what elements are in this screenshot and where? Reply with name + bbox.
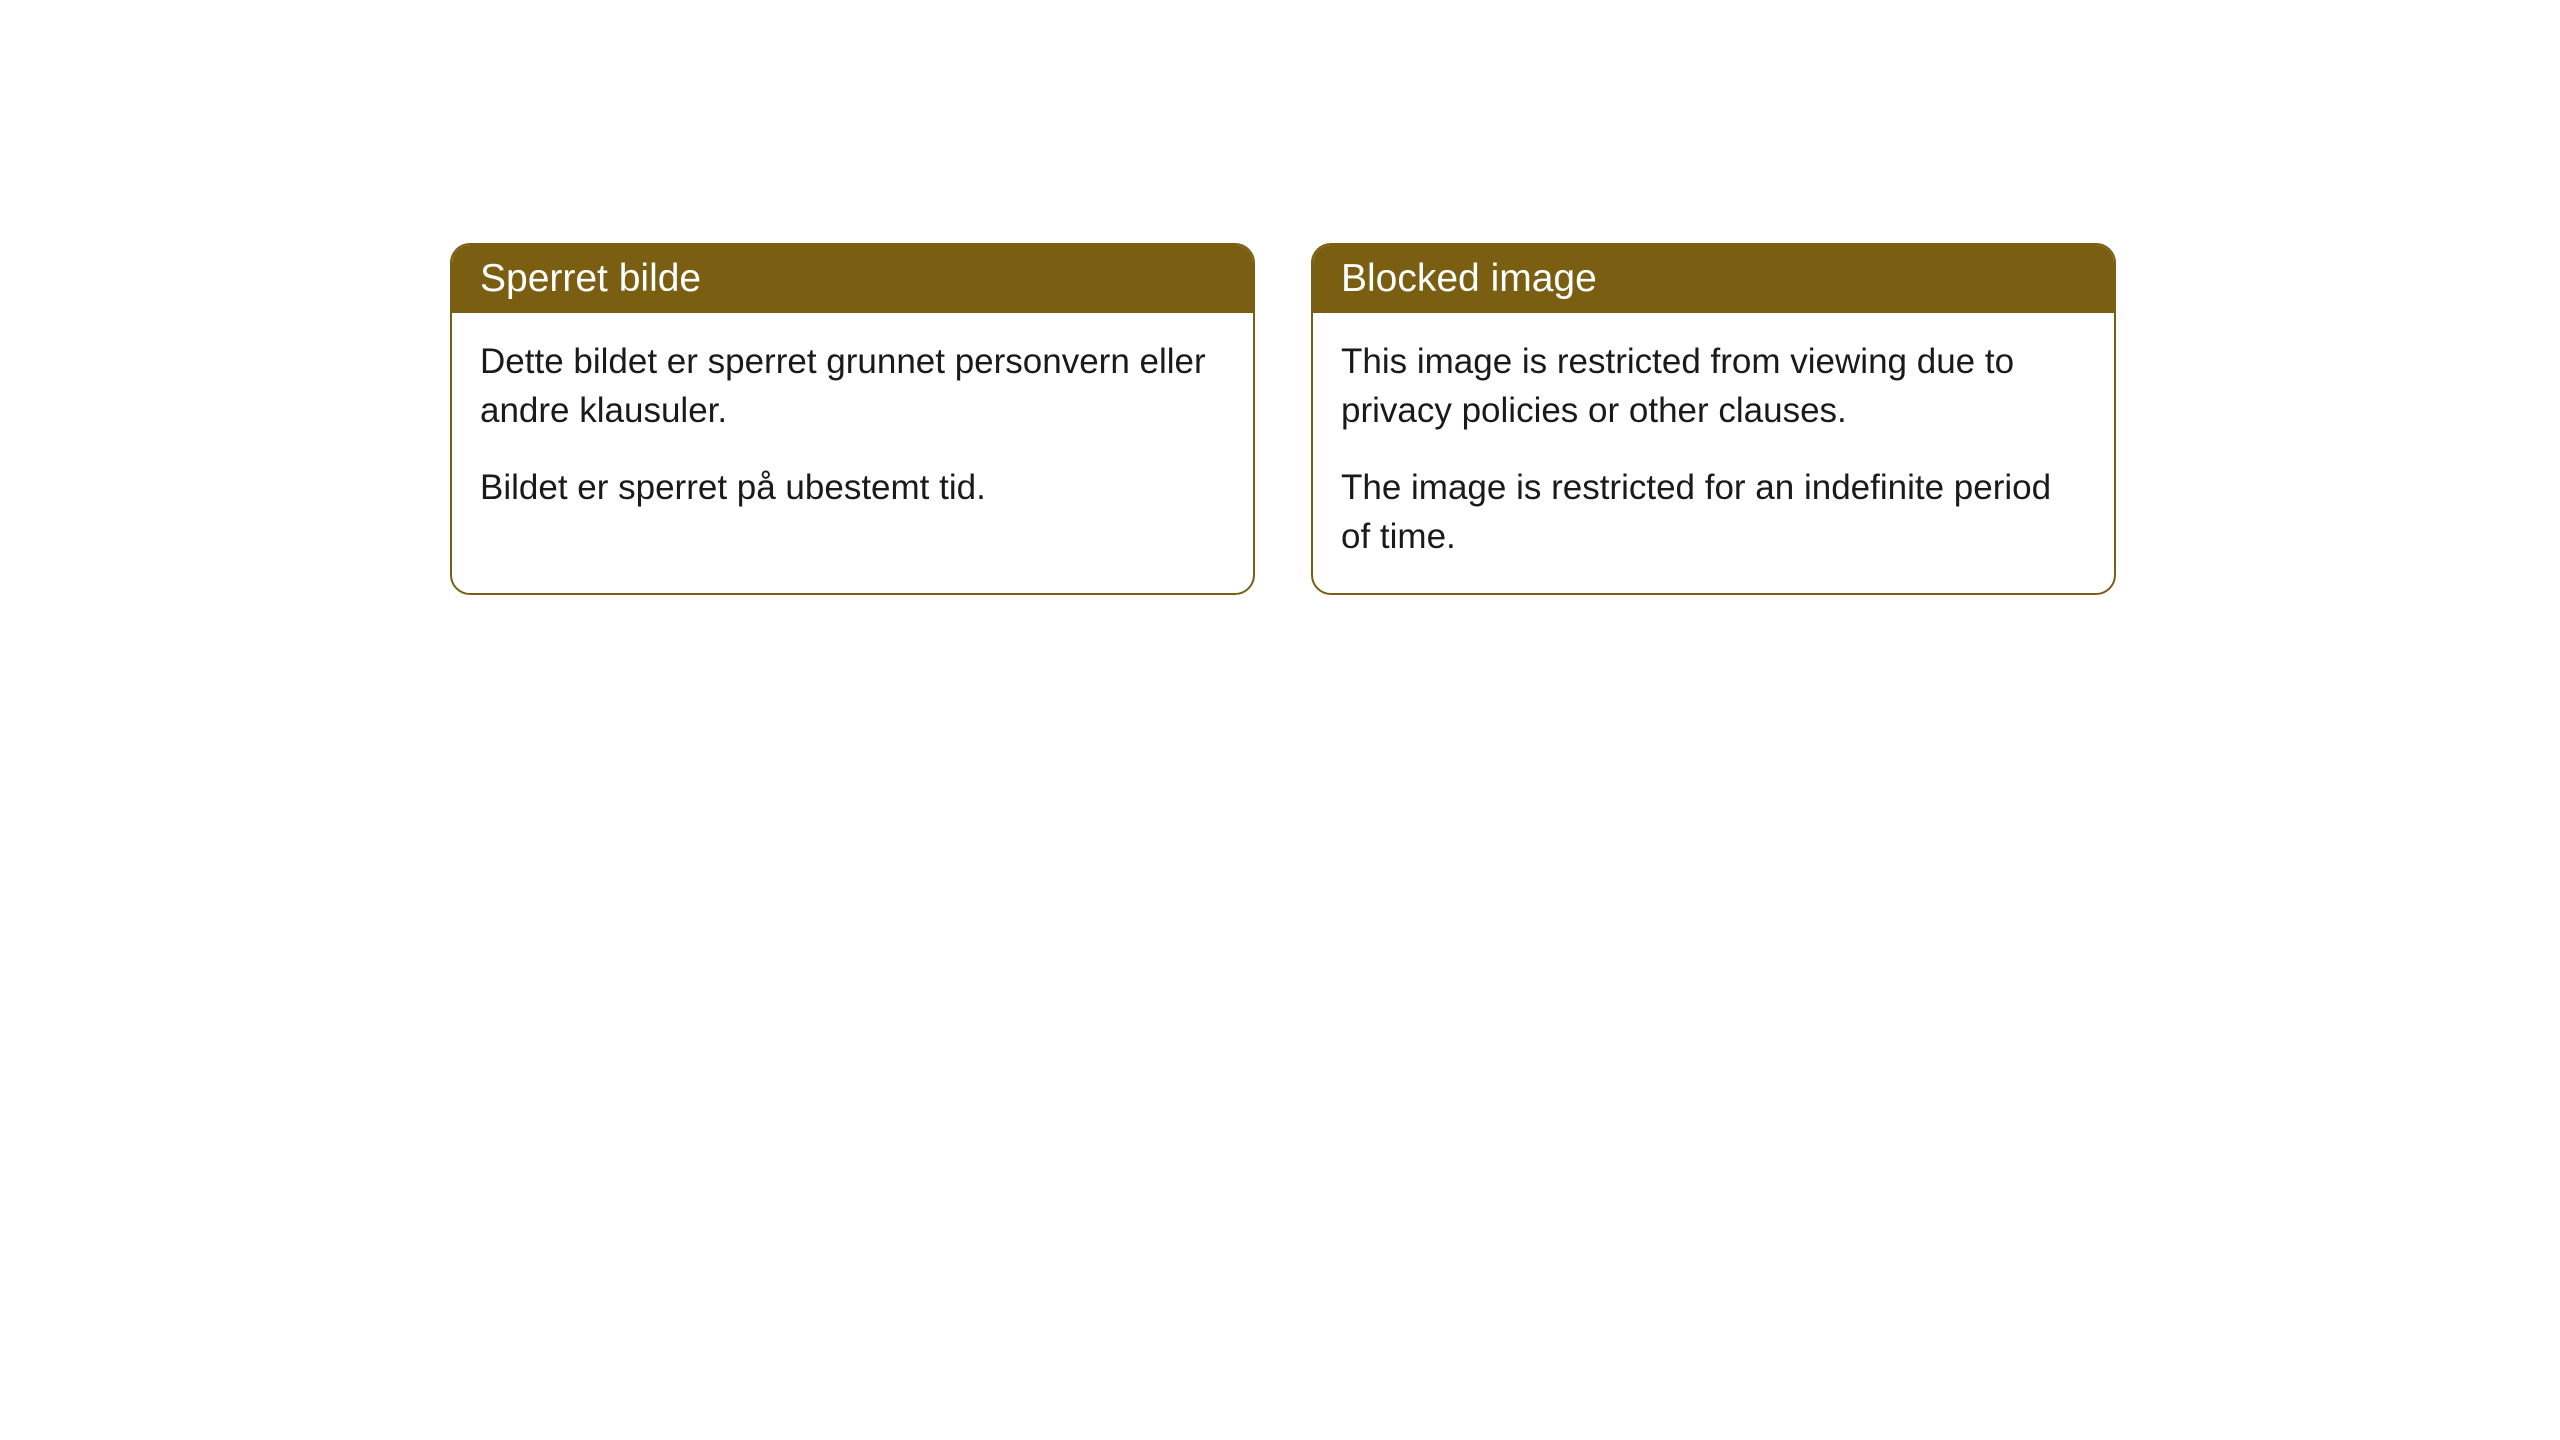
card-paragraph: The image is restricted for an indefinit… (1341, 463, 2086, 561)
card-title: Blocked image (1341, 257, 1597, 300)
card-header-english: Blocked image (1313, 245, 2114, 313)
card-paragraph: Dette bildet er sperret grunnet personve… (480, 337, 1225, 435)
notice-cards-container: Sperret bilde Dette bildet er sperret gr… (450, 243, 2116, 595)
card-title: Sperret bilde (480, 257, 701, 300)
card-paragraph: This image is restricted from viewing du… (1341, 337, 2086, 435)
card-body-english: This image is restricted from viewing du… (1313, 313, 2114, 593)
card-body-norwegian: Dette bildet er sperret grunnet personve… (452, 313, 1253, 544)
card-header-norwegian: Sperret bilde (452, 245, 1253, 313)
notice-card-norwegian: Sperret bilde Dette bildet er sperret gr… (450, 243, 1255, 595)
card-paragraph: Bildet er sperret på ubestemt tid. (480, 463, 1225, 512)
notice-card-english: Blocked image This image is restricted f… (1311, 243, 2116, 595)
